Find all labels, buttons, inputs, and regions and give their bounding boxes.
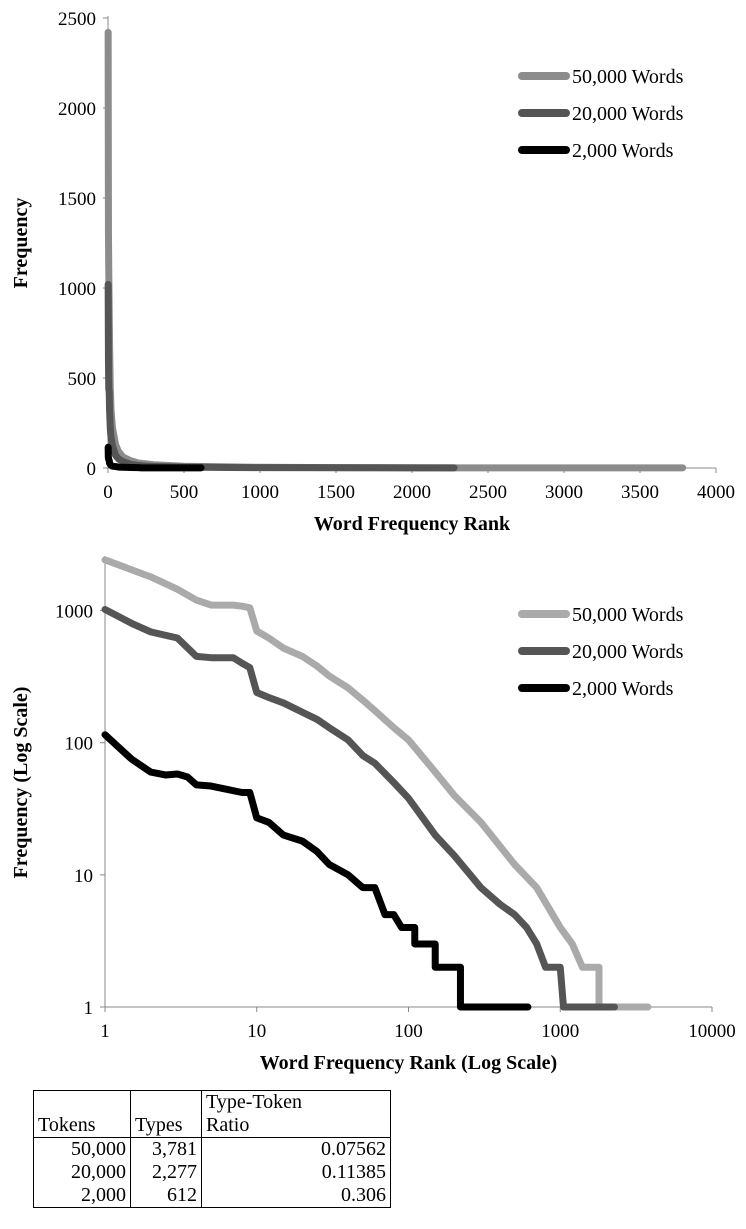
cell-tokens: 2,000 [33,1184,131,1208]
x-tick-label-10: 10 [247,1021,266,1042]
cell-tokens: 50,000 [33,1137,131,1161]
x-tick-label-1500: 1500 [317,482,355,503]
y-tick-label-10: 10 [74,866,93,887]
y-tick-label-1500: 1500 [58,189,96,210]
legend-label-50-000-words: 50,000 Words [572,66,684,88]
table-row: 2,000 612 0.306 [33,1184,391,1208]
x-tick-label-3000: 3000 [545,482,583,503]
x-tick-label-1: 1 [100,1021,110,1042]
cell-ratio: 0.11385 [201,1161,391,1184]
y-tick-label-0: 0 [87,459,97,480]
series-line-20-000-words [104,280,458,472]
header-types: Types [130,1090,202,1138]
cell-ratio: 0.306 [201,1184,391,1208]
x-tick-label-2000: 2000 [393,482,431,503]
x-tick-label-10000: 10000 [688,1021,736,1042]
x-tick-label-1000: 1000 [541,1021,579,1042]
x-tick-label-500: 500 [170,482,199,503]
chart-log-log: 1 10 100 1000 10000 1 10 100 1000 Word Frequency … [10,556,736,1074]
x-tick-label-4000: 4000 [697,482,735,503]
header-ratio: Type-Token Ratio [201,1090,391,1138]
cell-types: 612 [130,1184,202,1208]
legend-label-50-000-words: 50,000 Words [572,604,684,626]
series-line-2-000-words [101,731,532,1011]
x-tick-label-0: 0 [103,482,113,503]
legend-label-2-000-words: 2,000 Words [572,678,674,700]
y-tick-label-1: 1 [84,998,94,1019]
y-tick-label-1000: 1000 [58,279,96,300]
cell-types: 3,781 [130,1137,202,1161]
cell-types: 2,277 [130,1161,202,1184]
x-tick-label-2500: 2500 [469,482,507,503]
x-axis-title: Word Frequency Rank (Log Scale) [260,1052,557,1074]
type-token-table: Tokens Types Type-Token Ratio 50,000 3,7… [33,1090,391,1208]
legend-label-20-000-words: 20,000 Words [572,641,684,663]
y-axis-title: Frequency [10,198,32,289]
header-ratio-line2: Ratio [206,1114,250,1136]
legend-label-20-000-words: 20,000 Words [572,103,684,125]
y-axis-title: Frequency (Log Scale) [10,687,32,879]
x-tick-label-1000: 1000 [241,482,279,503]
header-tokens: Tokens [33,1090,131,1138]
series-line-50-000-words [101,556,652,1011]
legend-label-2-000-words: 2,000 Words [572,140,674,162]
header-ratio-line1: Type-Token [206,1091,303,1113]
series-line-20-000-words [101,605,618,1011]
figure: 0 500 1000 1500 2000 2500 3000 3500 4000 0 500 1000… [10,9,736,1074]
y-tick-label-100: 100 [65,734,94,755]
table-header-row: Tokens Types Type-Token Ratio [33,1090,391,1138]
cell-tokens: 20,000 [33,1161,131,1184]
x-tick-label-3500: 3500 [621,482,659,503]
series-line-50-000-words [104,28,687,472]
x-tick-label-100: 100 [394,1021,423,1042]
y-tick-label-2500: 2500 [58,9,96,30]
y-tick-label-1000: 1000 [55,602,93,623]
chart-linear: 0 500 1000 1500 2000 2500 3000 3500 4000 0 500 1000… [10,9,735,535]
cell-ratio: 0.07562 [201,1137,391,1161]
series-line-2-000-words [104,443,205,472]
x-axis-title: Word Frequency Rank [314,513,511,535]
table-row: 20,000 2,277 0.11385 [33,1161,391,1184]
table-row: 50,000 3,781 0.07562 [33,1137,391,1161]
y-tick-label-2000: 2000 [58,99,96,120]
y-tick-label-500: 500 [68,369,97,390]
